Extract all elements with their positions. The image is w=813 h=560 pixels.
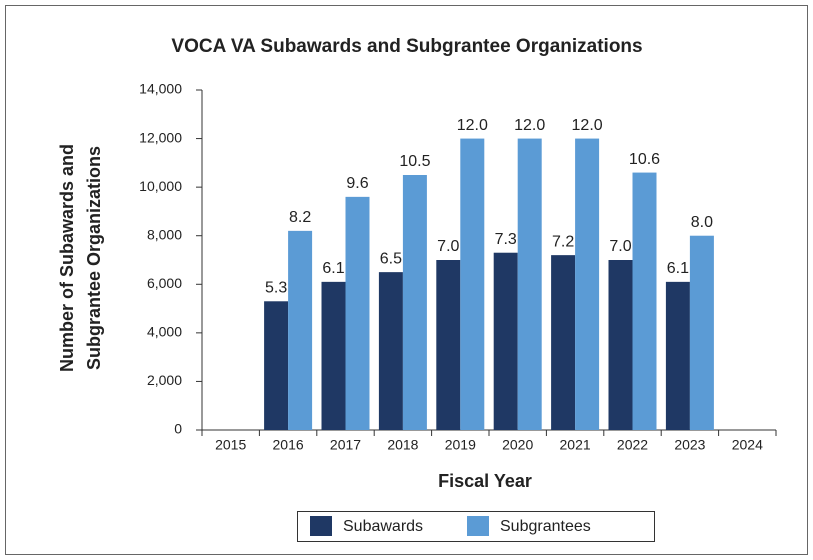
bar xyxy=(288,230,313,430)
y-tick-label: 12,000 xyxy=(139,129,182,145)
bar xyxy=(493,252,518,430)
y-tick-label: 2,000 xyxy=(147,372,182,388)
bar xyxy=(264,301,289,430)
y-axis-title: Number of Subawards and xyxy=(57,144,77,372)
chart-title: VOCA VA Subawards and Subgrantee Organiz… xyxy=(171,36,642,57)
bar xyxy=(402,175,427,430)
value-label: 10.6 xyxy=(629,151,660,168)
y-tick-label: 14,000 xyxy=(139,81,182,97)
bar xyxy=(321,281,346,430)
value-label: 7.2 xyxy=(552,233,574,250)
x-tick-label: 2017 xyxy=(330,437,361,453)
value-label: 12.0 xyxy=(514,117,545,134)
x-tick-label: 2018 xyxy=(387,437,418,453)
legend-label: Subawards xyxy=(343,518,423,535)
value-label: 8.0 xyxy=(691,214,713,231)
y-tick-label: 4,000 xyxy=(147,324,182,340)
value-label: 6.1 xyxy=(667,260,689,277)
y-tick-label: 8,000 xyxy=(147,226,182,242)
value-label: 12.0 xyxy=(457,117,488,134)
y-tick-label: 6,000 xyxy=(147,275,182,291)
bar xyxy=(551,255,576,430)
value-label: 7.0 xyxy=(437,238,459,255)
bar xyxy=(665,281,690,430)
x-tick-label: 2021 xyxy=(560,437,591,453)
x-tick-label: 2019 xyxy=(445,437,476,453)
value-label: 5.3 xyxy=(265,280,287,297)
bar xyxy=(632,172,657,431)
value-label: 7.0 xyxy=(609,238,631,255)
x-tick-label: 2015 xyxy=(215,437,246,453)
bar xyxy=(689,235,714,430)
x-tick-label: 2023 xyxy=(674,437,705,453)
bar xyxy=(436,260,461,430)
value-label: 12.0 xyxy=(572,117,603,134)
legend-swatch xyxy=(310,516,332,536)
legend-box xyxy=(297,511,655,542)
bar xyxy=(575,138,600,431)
x-axis-title: Fiscal Year xyxy=(438,471,532,491)
bar xyxy=(345,196,370,430)
value-label: 9.6 xyxy=(346,175,368,192)
bar xyxy=(460,138,485,431)
legend-swatch xyxy=(467,516,489,536)
value-label: 8.2 xyxy=(289,209,311,226)
x-tick-label: 2024 xyxy=(732,437,763,453)
bar xyxy=(378,272,403,430)
bar xyxy=(517,138,542,431)
legend-label: Subgrantees xyxy=(500,518,591,535)
y-axis-title: Subgrantee Organizations xyxy=(84,146,104,370)
value-label: 7.3 xyxy=(495,231,517,248)
value-label: 6.1 xyxy=(322,260,344,277)
x-tick-label: 2016 xyxy=(273,437,304,453)
bar xyxy=(608,260,633,430)
y-tick-label: 10,000 xyxy=(139,178,182,194)
value-label: 10.5 xyxy=(399,153,430,170)
x-tick-label: 2020 xyxy=(502,437,533,453)
value-label: 6.5 xyxy=(380,250,402,267)
x-tick-label: 2022 xyxy=(617,437,648,453)
y-tick-label: 0 xyxy=(174,421,182,437)
